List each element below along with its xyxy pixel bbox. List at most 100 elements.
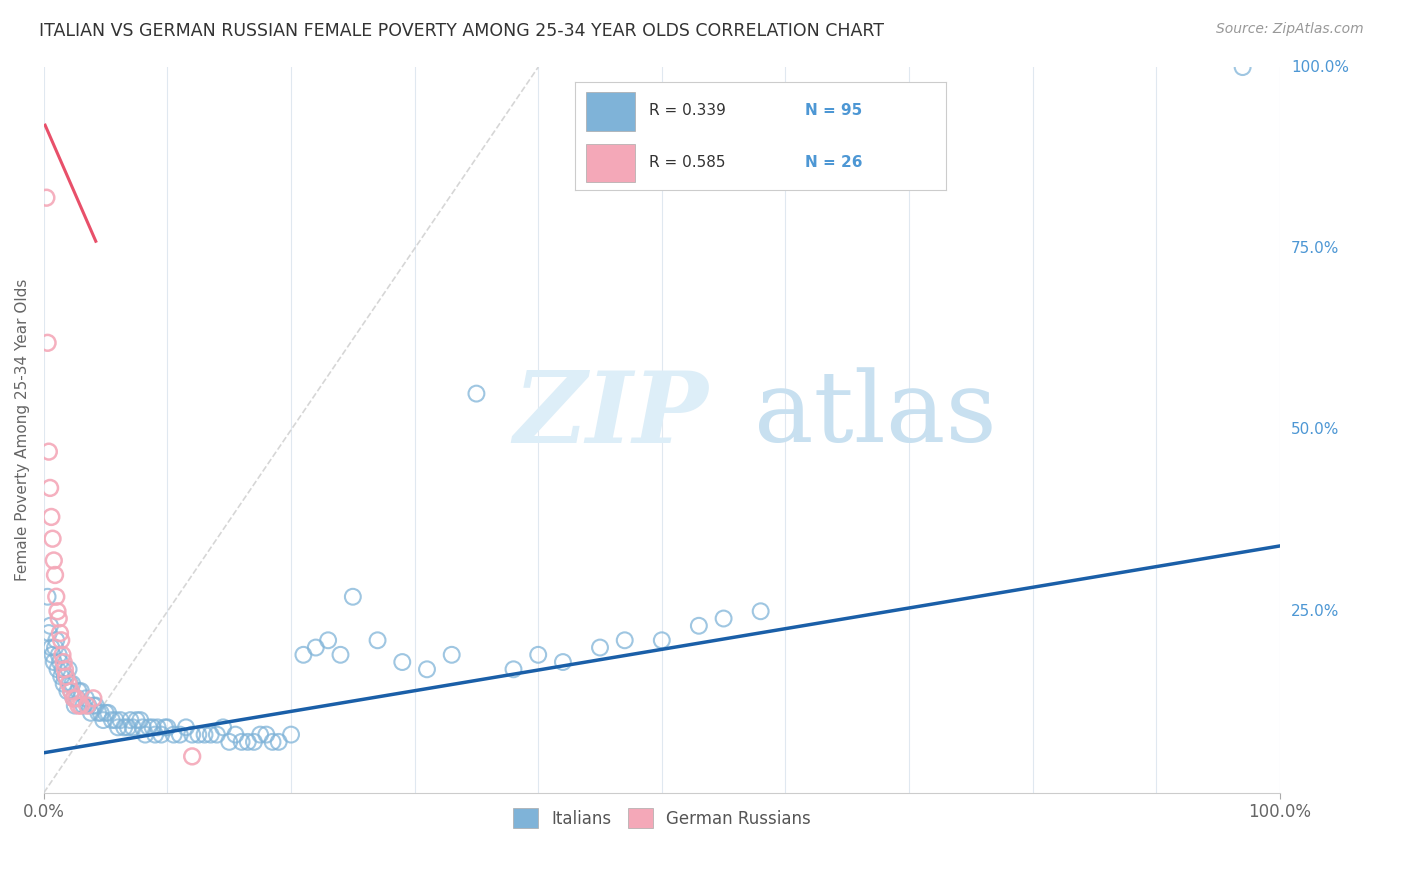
Point (316, 633, 339, 648)
Point (55, 669, 77, 683)
Point (551, 655, 574, 669)
Point (41, 532, 63, 546)
Point (39, 510, 62, 524)
Point (82, 698, 104, 713)
Point (254, 728, 277, 742)
Point (59, 677, 82, 691)
Point (249, 728, 271, 742)
Point (35, 191, 58, 205)
Point (651, 633, 673, 648)
Text: Source: ZipAtlas.com: Source: ZipAtlas.com (1216, 22, 1364, 37)
Point (243, 735, 266, 749)
Point (52, 677, 75, 691)
Point (67, 684, 90, 698)
Point (120, 713, 142, 727)
Point (329, 648, 352, 662)
Point (107, 720, 129, 734)
Point (82, 691, 104, 706)
Point (55, 669, 77, 683)
Point (112, 720, 135, 734)
Point (53, 669, 76, 683)
Point (37, 590, 59, 604)
Point (236, 735, 259, 749)
Point (42, 553, 65, 567)
Point (465, 386, 488, 401)
Point (60, 684, 83, 698)
Point (51, 633, 73, 648)
Point (231, 735, 253, 749)
Point (56, 684, 79, 698)
Point (37, 335, 59, 350)
Point (416, 662, 439, 676)
Point (138, 720, 160, 734)
Point (77, 698, 100, 713)
Point (45, 633, 67, 648)
Point (48, 648, 70, 662)
Point (51, 648, 73, 662)
Point (42, 655, 65, 669)
Point (60, 677, 83, 691)
Point (80, 706, 103, 720)
Text: 75.0%: 75.0% (1291, 241, 1339, 256)
Point (62, 691, 84, 706)
Point (142, 720, 165, 734)
Point (342, 590, 364, 604)
Point (187, 728, 209, 742)
Point (53, 662, 76, 676)
Point (52, 655, 75, 669)
Point (292, 648, 315, 662)
Point (589, 640, 612, 655)
Point (150, 728, 173, 742)
Point (51, 669, 73, 683)
Point (200, 728, 222, 742)
Point (70, 698, 93, 713)
Point (39, 481, 62, 495)
Point (367, 633, 389, 648)
Point (174, 720, 197, 734)
Text: 100.0%: 100.0% (1291, 60, 1348, 75)
Point (58, 662, 80, 676)
Point (749, 604, 772, 618)
Point (101, 713, 124, 727)
Point (72, 698, 94, 713)
Point (49, 655, 72, 669)
Text: 50.0%: 50.0% (1291, 423, 1339, 437)
Point (181, 749, 204, 764)
Point (132, 720, 155, 734)
Point (713, 611, 735, 625)
Point (70, 684, 93, 698)
Text: 25.0%: 25.0% (1291, 604, 1339, 619)
Point (38, 444, 60, 458)
Point (39, 640, 62, 655)
Point (62, 691, 84, 706)
Point (218, 735, 240, 749)
Point (67, 698, 90, 713)
Point (181, 728, 204, 742)
Point (224, 728, 246, 742)
Point (41, 648, 63, 662)
Point (502, 662, 524, 676)
Point (280, 728, 302, 742)
Point (44, 568, 66, 582)
Point (391, 655, 413, 669)
Point (193, 728, 215, 742)
Point (87, 706, 110, 720)
Point (75, 691, 97, 706)
Point (122, 720, 145, 734)
Point (146, 720, 169, 734)
Point (153, 720, 176, 734)
Point (46, 604, 69, 618)
Point (104, 713, 127, 727)
Point (44, 640, 66, 655)
Point (134, 728, 156, 742)
Point (169, 728, 191, 742)
Point (97, 706, 120, 720)
Point (613, 633, 636, 648)
Point (117, 720, 139, 734)
Point (205, 728, 228, 742)
Point (94, 706, 117, 720)
Point (267, 735, 290, 749)
Text: ITALIAN VS GERMAN RUSSIAN FEMALE POVERTY AMONG 25-34 YEAR OLDS CORRELATION CHART: ITALIAN VS GERMAN RUSSIAN FEMALE POVERTY… (39, 22, 884, 40)
Point (76, 698, 98, 713)
Point (305, 640, 328, 655)
